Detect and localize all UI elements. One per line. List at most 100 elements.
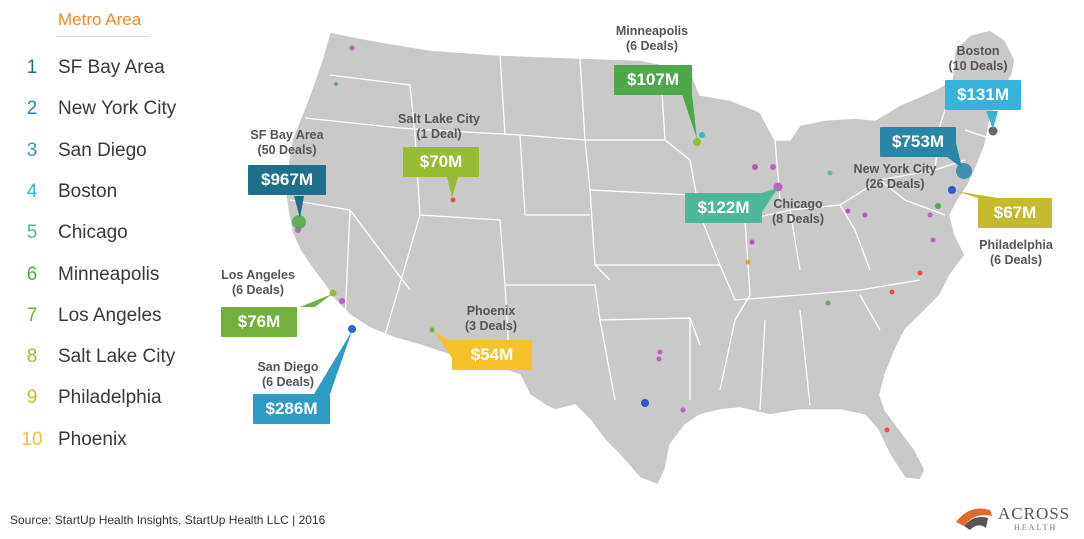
marker-la xyxy=(329,289,337,297)
label-sd: San Diego (6 Deals) xyxy=(238,360,338,390)
value-la: $76M xyxy=(221,307,297,337)
pointer-sf xyxy=(294,196,304,218)
pointer-la xyxy=(300,294,332,307)
marker-bos xyxy=(988,126,998,136)
marker-phx xyxy=(429,327,435,333)
logo-mark-icon xyxy=(956,508,992,530)
legend-metro-name: SF Bay Area xyxy=(58,57,165,78)
pointer-bos xyxy=(986,111,998,129)
source-note: Source: StartUp Health Insights, StartUp… xyxy=(10,513,326,527)
legend-item: 3 San Diego xyxy=(0,140,200,164)
label-min: Minneapolis (6 Deals) xyxy=(600,24,704,54)
label-la-city: Los Angeles xyxy=(221,268,295,282)
pointer-slc xyxy=(447,177,458,198)
value-chi: $122M xyxy=(685,193,762,223)
major-city-markers xyxy=(292,126,998,333)
value-phi: $67M xyxy=(978,198,1052,228)
label-chi-city: Chicago xyxy=(773,197,823,211)
label-phi: Philadelphia (6 Deals) xyxy=(964,238,1068,268)
state-borders xyxy=(289,54,996,411)
legend-rank: 7 xyxy=(26,304,38,326)
legend-item: 10 Phoenix xyxy=(0,429,200,453)
label-chi: Chicago (8 Deals) xyxy=(756,197,840,227)
metro-area-legend: Metro Area 1 SF Bay Area 2 New York City 3 Sa… xyxy=(0,0,200,470)
label-min-deals: (6 Deals) xyxy=(625,39,679,53)
label-phx-deals: (3 Deals) xyxy=(464,319,518,333)
legend-item: 6 Minneapolis xyxy=(0,264,200,288)
legend-item: 4 Boston xyxy=(0,181,200,205)
legend-metro-name: Salt Lake City xyxy=(58,346,176,368)
legend-rank: 3 xyxy=(26,139,38,161)
legend-rank: 8 xyxy=(26,346,38,368)
label-nyc-deals: (26 Deals) xyxy=(865,177,925,191)
legend-metro-name: Chicago xyxy=(58,222,128,244)
marker-min xyxy=(693,138,701,146)
label-phx-city: Phoenix xyxy=(466,304,516,318)
pointer-phi xyxy=(955,191,998,198)
value-bos: $131M xyxy=(945,80,1021,110)
label-slc-deals: (1 Deal) xyxy=(416,127,462,141)
legend-item: 2 New York City xyxy=(0,98,200,122)
label-bos-deals: (10 Deals) xyxy=(948,59,1008,73)
label-bos-city: Boston xyxy=(956,44,1000,58)
legend-divider xyxy=(56,36,150,37)
value-slc: $70M xyxy=(403,147,479,177)
pointer-sd xyxy=(314,331,352,394)
value-min: $107M xyxy=(614,65,692,95)
us-landmass xyxy=(284,29,1016,486)
label-sf-city: SF Bay Area xyxy=(250,128,324,142)
legend-item: 7 Los Angeles xyxy=(0,305,200,329)
pointer-chi xyxy=(762,188,778,212)
legend-metro-name: Los Angeles xyxy=(58,304,162,326)
legend-metro-name: San Diego xyxy=(58,139,147,161)
marker-nyc xyxy=(956,163,972,179)
marker-sf xyxy=(292,215,306,229)
legend-metro-name: Philadelphia xyxy=(58,387,162,409)
legend-rank: 5 xyxy=(26,222,38,244)
legend-rank: 4 xyxy=(26,180,38,202)
legend-rank: 6 xyxy=(26,263,38,285)
label-phi-deals: (6 Deals) xyxy=(989,253,1043,267)
label-sf: SF Bay Area (50 Deals) xyxy=(234,128,340,158)
label-chi-deals: (8 Deals) xyxy=(771,212,825,226)
marker-sd xyxy=(348,325,356,333)
legend-metro-name: Phoenix xyxy=(58,428,127,450)
minor-deal-dots xyxy=(295,45,941,433)
callout-pointers xyxy=(294,94,998,394)
legend-metro-name: Minneapolis xyxy=(58,263,160,285)
label-la: Los Angeles (6 Deals) xyxy=(206,268,310,298)
legend-item: 9 Philadelphia xyxy=(0,387,200,411)
label-sd-city: San Diego xyxy=(257,360,319,374)
legend-item: 1 SF Bay Area xyxy=(0,57,200,81)
label-nyc-city: New York City xyxy=(853,162,937,176)
legend-rank: 1 xyxy=(26,57,38,78)
legend-item: 5 Chicago xyxy=(0,222,200,246)
label-nyc: New York City (26 Deals) xyxy=(840,162,950,192)
label-phx: Phoenix (3 Deals) xyxy=(444,304,538,334)
pointer-min xyxy=(682,94,697,139)
marker-phi xyxy=(948,186,956,194)
legend-title: Metro Area xyxy=(58,10,142,29)
logo-wordmark: ACROSS xyxy=(998,504,1071,523)
legend-rank: 2 xyxy=(26,98,38,120)
value-nyc: $753M xyxy=(880,127,956,157)
legend-metro-name: New York City xyxy=(58,98,177,120)
value-sf: $967M xyxy=(248,165,326,195)
pointer-phx xyxy=(434,331,452,358)
legend-rank: 10 xyxy=(21,428,43,450)
value-sd: $286M xyxy=(253,394,330,424)
across-health-logo: ACROSS HEALTH xyxy=(952,500,1080,534)
label-la-deals: (6 Deals) xyxy=(231,283,285,297)
label-sf-deals: (50 Deals) xyxy=(257,143,317,157)
label-phi-city: Philadelphia xyxy=(979,238,1053,252)
legend-metro-name: Boston xyxy=(58,180,118,202)
logo-subword: HEALTH xyxy=(1014,523,1058,532)
label-slc-city: Salt Lake City xyxy=(398,112,480,126)
value-phx: $54M xyxy=(452,340,532,370)
legend-rank: 9 xyxy=(26,387,38,409)
label-min-city: Minneapolis xyxy=(615,24,689,38)
label-bos: Boston (10 Deals) xyxy=(932,44,1024,74)
label-slc: Salt Lake City (1 Deal) xyxy=(384,112,494,142)
legend-item: 8 Salt Lake City xyxy=(0,346,200,370)
